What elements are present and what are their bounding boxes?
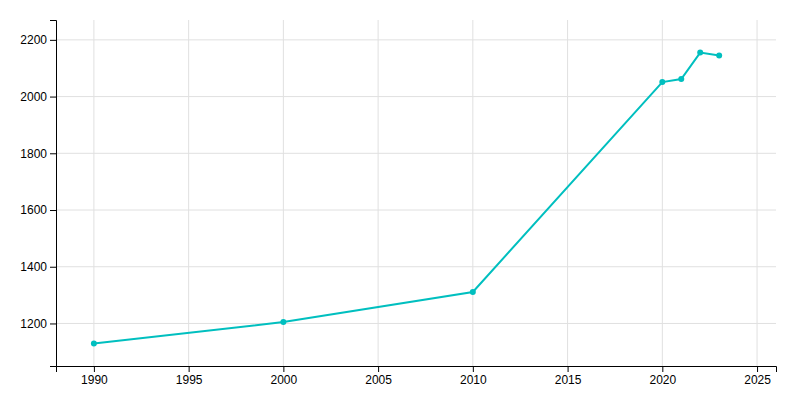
- y-tick-mark: [50, 153, 56, 154]
- y-tick: 2000: [20, 90, 56, 104]
- grid-line-y: [56, 323, 776, 324]
- x-tick: 2010: [460, 366, 487, 387]
- point: [697, 50, 703, 56]
- x-tick-label: 2020: [649, 373, 676, 387]
- y-tick: 2200: [20, 33, 56, 47]
- y-tick-label: 2000: [20, 90, 47, 104]
- x-tick-label: 2000: [271, 373, 298, 387]
- y-axis-line: [50, 21, 57, 367]
- plot: 1990 1995 2000 2005 2010 2015 2020 2025 1200 1400…: [20, 20, 776, 387]
- x-tick-mark: [568, 366, 569, 372]
- y-axis: 1200 1400 1600 1800 2000 2200: [20, 21, 56, 367]
- x-tick: 1995: [176, 366, 203, 387]
- x-tick-mark: [473, 366, 474, 372]
- y-tick-label: 1600: [20, 203, 47, 217]
- data-group: [91, 50, 722, 347]
- grid-line-x: [378, 20, 379, 366]
- x-axis: 1990 1995 2000 2005 2010 2015 2020 2025: [57, 366, 777, 387]
- chart-svg: 1990 1995 2000 2005 2010 2015 2020 2025 1200 1400…: [0, 0, 800, 400]
- point: [716, 52, 722, 58]
- y-tick-label: 1200: [20, 317, 47, 331]
- point: [470, 289, 476, 295]
- x-tick-label: 1990: [81, 373, 108, 387]
- y-tick: 1200: [20, 317, 56, 331]
- x-tick-label: 2005: [365, 373, 392, 387]
- x-tick-mark: [378, 366, 379, 372]
- line: [94, 53, 719, 344]
- point: [659, 79, 665, 85]
- point: [91, 341, 97, 347]
- y-tick: 1400: [20, 260, 56, 274]
- y-tick-mark: [50, 97, 56, 98]
- x-tick-mark: [757, 366, 758, 372]
- y-tick-mark: [50, 210, 56, 211]
- grid-line-x: [283, 20, 284, 366]
- grid-line-x: [188, 20, 189, 366]
- x-tick: 1990: [81, 366, 108, 387]
- y-tick: 1600: [20, 203, 56, 217]
- point: [678, 76, 684, 82]
- y-tick-label: 2200: [20, 33, 47, 47]
- x-tick-label: 1995: [176, 373, 203, 387]
- grid-line-x: [662, 20, 663, 366]
- x-tick: 2005: [365, 366, 392, 387]
- grid-line-y: [56, 210, 776, 211]
- grid-line-y: [56, 266, 776, 267]
- grid-line-x: [757, 20, 758, 366]
- x-tick-label: 2010: [460, 373, 487, 387]
- x-tick: 2015: [555, 366, 582, 387]
- y-tick-mark: [50, 267, 56, 268]
- grid: [56, 20, 776, 366]
- x-tick-label: 2025: [744, 373, 771, 387]
- x-tick-mark: [283, 366, 284, 372]
- x-tick-mark: [662, 366, 663, 372]
- grid-line-y: [56, 96, 776, 97]
- x-tick: 2020: [649, 366, 676, 387]
- grid-line-y: [56, 39, 776, 40]
- x-tick-mark: [94, 366, 95, 372]
- y-tick-mark: [50, 323, 56, 324]
- x-tick-mark: [189, 366, 190, 372]
- grid-line-x: [567, 20, 568, 366]
- y-tick-label: 1800: [20, 147, 47, 161]
- x-axis-line: [57, 367, 777, 373]
- grid-line-y: [56, 153, 776, 154]
- grid-line-x: [93, 20, 94, 366]
- point: [280, 319, 286, 325]
- y-tick-mark: [50, 40, 56, 41]
- y-tick: 1800: [20, 147, 56, 161]
- x-tick-label: 2015: [555, 373, 582, 387]
- x-tick: 2025: [744, 366, 771, 387]
- y-tick-label: 1400: [20, 260, 47, 274]
- grid-line-x: [472, 20, 473, 366]
- x-tick: 2000: [271, 366, 298, 387]
